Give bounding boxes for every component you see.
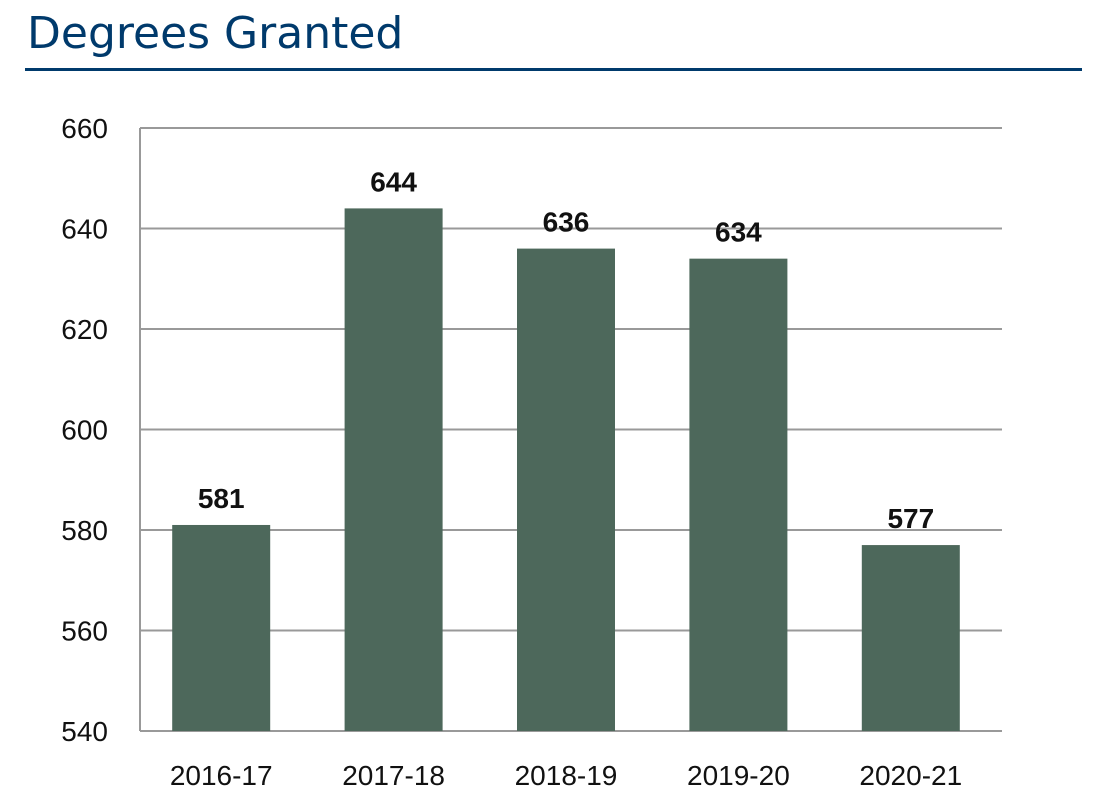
data-label: 581	[198, 483, 245, 514]
data-label: 634	[715, 217, 762, 248]
x-tick-label: 2017-18	[342, 760, 445, 791]
y-tick-label: 540	[61, 716, 108, 747]
chart-title: Degrees Granted	[27, 8, 404, 59]
bar	[344, 208, 443, 731]
y-tick-label: 560	[61, 616, 108, 647]
bar	[172, 524, 271, 731]
bar	[517, 248, 615, 731]
x-tick-label: 2020-21	[859, 760, 962, 791]
data-label: 644	[370, 166, 417, 197]
x-tick-label: 2018-19	[515, 760, 618, 791]
data-label: 577	[887, 503, 934, 534]
y-tick-label: 640	[61, 214, 108, 245]
y-tick-label: 600	[61, 415, 108, 446]
y-tick-label: 660	[61, 113, 108, 144]
title-underline	[25, 68, 1082, 71]
y-tick-label: 580	[61, 515, 108, 546]
x-tick-label: 2019-20	[687, 760, 790, 791]
data-label: 636	[543, 207, 590, 238]
x-tick-label: 2016-17	[170, 760, 273, 791]
bar	[689, 258, 788, 731]
bar	[861, 545, 960, 731]
y-tick-label: 620	[61, 314, 108, 345]
